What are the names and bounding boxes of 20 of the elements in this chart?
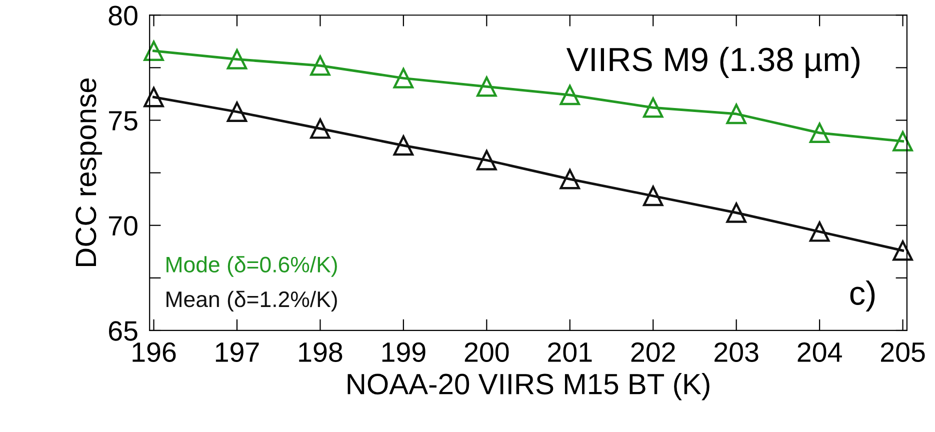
y-tick-label: 70 xyxy=(109,216,138,236)
x-axis-title: NOAA-20 VIIRS M15 BT (K) xyxy=(348,373,710,400)
x-tick-label: 196 xyxy=(132,342,176,362)
x-tick-label: 200 xyxy=(464,342,509,362)
annotation: VIIRS M9 (1.38 µm) xyxy=(566,46,860,78)
annotation: c) xyxy=(850,280,875,312)
x-tick-label: 205 xyxy=(881,342,925,362)
y-tick-label: 80 xyxy=(108,6,138,26)
x-tick-label: 202 xyxy=(631,342,675,362)
x-tick-label: 201 xyxy=(548,342,592,362)
y-tick-label: 75 xyxy=(109,111,138,131)
y-tick-label: 65 xyxy=(109,321,138,341)
x-tick-label: 198 xyxy=(299,342,342,362)
text: Mode (δ=0.6%/K) xyxy=(166,256,337,277)
y-axis-title: DCC response xyxy=(76,78,102,266)
text: Mean (δ=1.2%/K) xyxy=(166,290,337,312)
x-tick-label: 203 xyxy=(714,342,758,362)
x-tick-label: 204 xyxy=(798,342,842,362)
x-tick-label: 199 xyxy=(382,342,426,362)
x-tick-label: 197 xyxy=(216,342,259,362)
